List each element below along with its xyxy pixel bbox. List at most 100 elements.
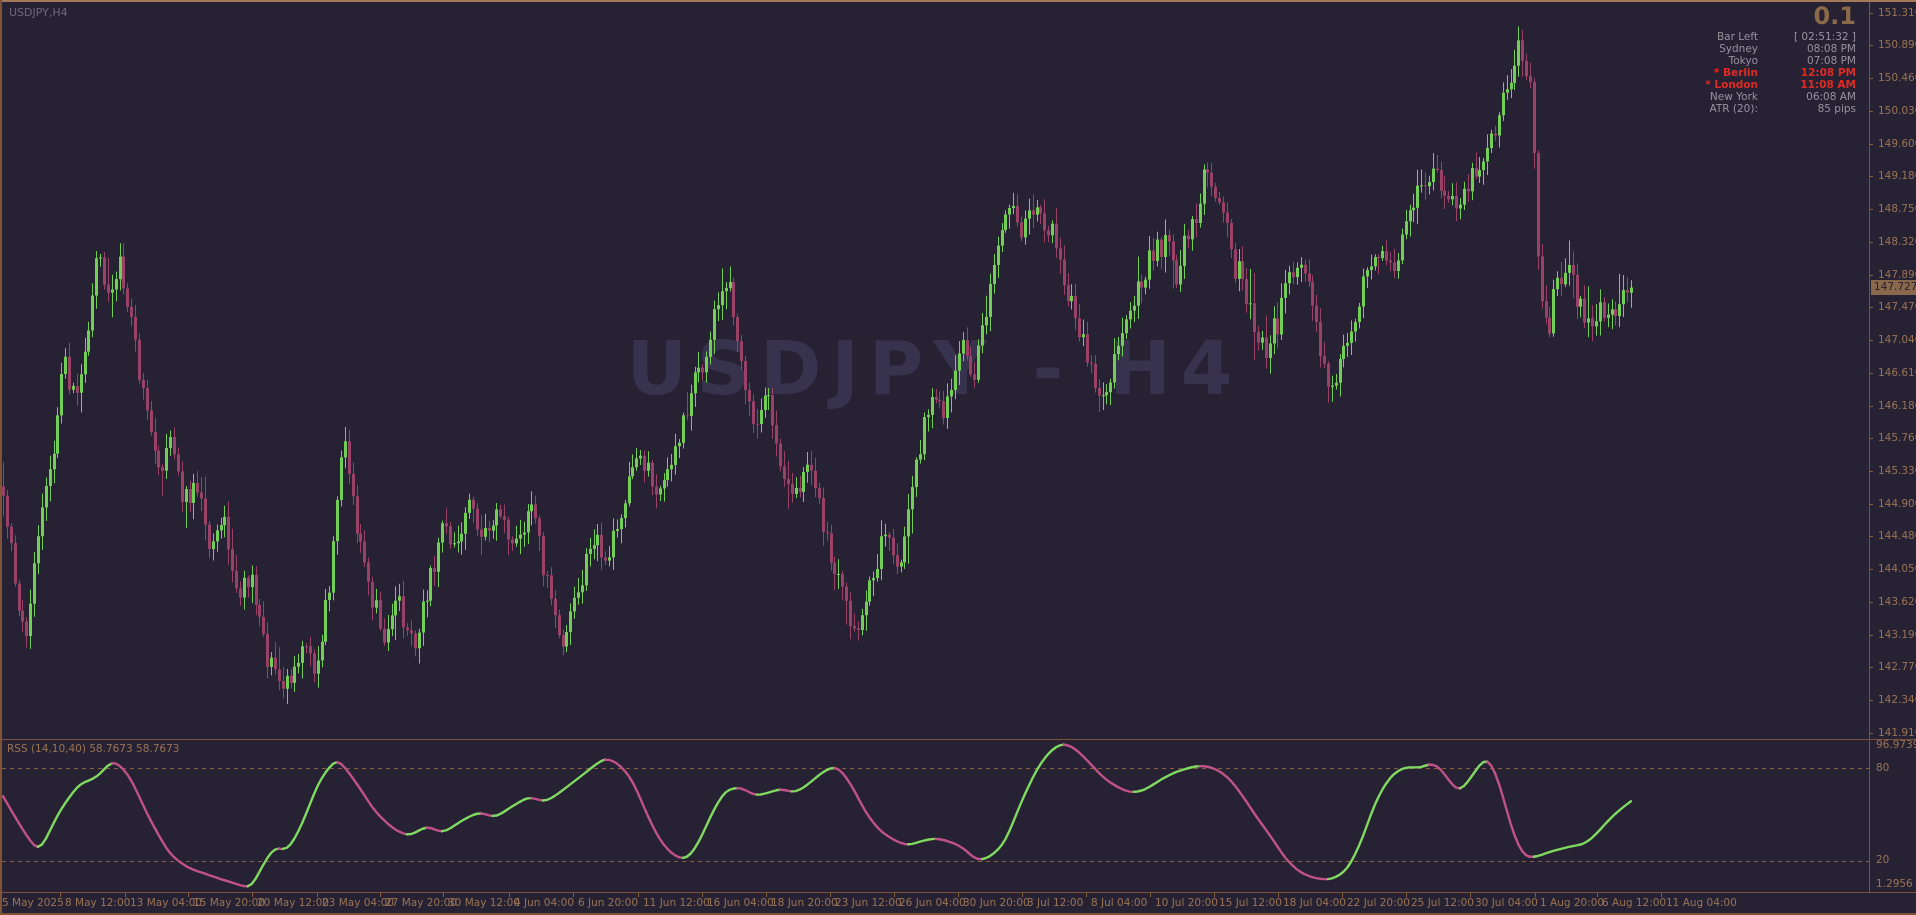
price-axis-label: 147.890 xyxy=(1878,269,1916,282)
clock-row-label: * Berlin xyxy=(1713,67,1758,79)
time-axis-label: 1 Aug 20:00 xyxy=(1540,897,1605,909)
time-axis-line xyxy=(0,892,1916,893)
price-axis-label: 143.190 xyxy=(1878,629,1916,642)
indicator-canvas[interactable] xyxy=(2,741,1869,892)
time-axis-label: 18 Jun 20:00 xyxy=(771,897,838,909)
clock-row-label: Tokyo xyxy=(1728,55,1758,67)
time-tick xyxy=(1214,893,1215,897)
time-axis-label: 18 Jul 04:00 xyxy=(1283,897,1346,909)
price-axis-label: 144.480 xyxy=(1878,530,1916,543)
price-axis-label: 150.030 xyxy=(1878,105,1916,118)
price-axis-label: 146.610 xyxy=(1878,367,1916,380)
clock-row-label: Sydney xyxy=(1719,43,1758,55)
time-axis-label: 15 Jul 12:00 xyxy=(1219,897,1282,909)
price-tick xyxy=(1869,406,1873,407)
clock-row: New York 06:08 AM xyxy=(1705,91,1856,103)
price-axis-label: 148.750 xyxy=(1878,203,1916,216)
price-axis-label: 150.460 xyxy=(1878,72,1916,85)
time-tick xyxy=(638,893,639,897)
price-tick xyxy=(1869,700,1873,702)
price-tick xyxy=(1869,373,1873,375)
time-axis-label: 8 Jul 04:00 xyxy=(1091,897,1148,909)
price-tick xyxy=(1869,471,1873,473)
time-axis-label: 3 Jul 12:00 xyxy=(1027,897,1084,909)
time-axis-label: 23 May 04:00 xyxy=(322,897,395,909)
time-tick xyxy=(1661,893,1662,897)
time-axis-label: 30 Jul 04:00 xyxy=(1475,897,1538,909)
price-tick xyxy=(1869,144,1873,146)
time-tick xyxy=(1150,893,1151,897)
price-axis-label: 149.180 xyxy=(1878,170,1916,183)
time-tick xyxy=(188,893,189,897)
clock-row-value: 06:08 AM xyxy=(1806,91,1856,103)
clock-row: Tokyo 07:08 PM xyxy=(1705,55,1856,67)
price-axis-line xyxy=(1869,0,1870,892)
time-axis-label: 11 Jun 12:00 xyxy=(643,897,710,909)
time-axis-label: 6 Aug 12:00 xyxy=(1602,897,1667,909)
price-axis-label: 141.910 xyxy=(1878,727,1916,740)
time-tick xyxy=(573,893,574,897)
price-tick xyxy=(1869,307,1873,309)
price-axis-label: 145.760 xyxy=(1878,432,1916,445)
time-axis-label: 10 Jul 20:00 xyxy=(1155,897,1218,909)
clock-row: * Berlin 12:08 PM xyxy=(1705,67,1856,79)
price-axis-label: 148.320 xyxy=(1878,236,1916,249)
time-tick xyxy=(380,893,381,897)
time-tick xyxy=(1022,893,1023,897)
price-tick xyxy=(1869,45,1873,47)
price-axis-label: 142.770 xyxy=(1878,661,1916,674)
price-axis-label: 147.040 xyxy=(1878,334,1916,347)
price-tick xyxy=(1869,667,1873,669)
time-axis-label: 30 Jun 20:00 xyxy=(963,897,1030,909)
price-tick xyxy=(1869,569,1873,571)
clock-row: Bar Left [ 02:51:32 ] xyxy=(1705,31,1856,43)
frame-top xyxy=(0,0,1916,2)
price-axis-label: 149.600 xyxy=(1878,138,1916,151)
clock-row: Sydney 08:08 PM xyxy=(1705,43,1856,55)
price-tick xyxy=(1869,13,1873,15)
time-axis[interactable]: 5 May 2025 8 May 12:00 13 May 04:00 15 May … xyxy=(0,893,1916,915)
time-axis-label: 13 May 04:00 xyxy=(130,897,203,909)
time-tick xyxy=(1278,893,1279,897)
symbol-timeframe-label: USDJPY,H4 xyxy=(9,6,68,19)
price-tick xyxy=(1869,602,1873,604)
clock-row-label: New York xyxy=(1709,91,1758,103)
pane-separator[interactable] xyxy=(0,739,1916,740)
clock-row-label: * London xyxy=(1705,79,1758,91)
time-axis-label: 25 Jul 12:00 xyxy=(1411,897,1474,909)
price-axis-label: 146.180 xyxy=(1878,400,1916,412)
frame-bottom xyxy=(0,913,1916,915)
lot-size-value: 0.1 xyxy=(1813,2,1856,30)
time-axis-label: 27 May 20:00 xyxy=(385,897,458,909)
clock-row-value: 07:08 PM xyxy=(1807,55,1856,67)
price-axis-label: 144.900 xyxy=(1878,498,1916,511)
time-axis-label: 16 Jun 04:00 xyxy=(707,897,774,909)
time-tick xyxy=(1406,893,1407,897)
indicator-max-label: 96.9739 xyxy=(1876,739,1916,751)
price-tick xyxy=(1869,733,1873,735)
price-tick xyxy=(1869,176,1873,178)
clock-row-value: [ 02:51:32 ] xyxy=(1793,31,1856,43)
frame-left xyxy=(0,0,2,915)
price-axis[interactable]: 151.310 150.890 150.460 150.030 149.600 149.1… xyxy=(1869,0,1916,892)
time-axis-label: 22 Jul 20:00 xyxy=(1347,897,1410,909)
clock-row-value: 11:08 AM xyxy=(1800,79,1856,91)
time-tick xyxy=(830,893,831,897)
time-tick xyxy=(1342,893,1343,897)
price-tick xyxy=(1869,536,1873,538)
clock-row-value: 12:08 PM xyxy=(1800,67,1856,79)
time-tick xyxy=(1470,893,1471,897)
time-axis-label: 11 Aug 04:00 xyxy=(1666,897,1737,909)
time-axis-label: 30 May 12:00 xyxy=(448,897,521,909)
time-axis-label: 6 Jun 20:00 xyxy=(578,897,639,909)
clock-row-value: 08:08 PM xyxy=(1807,43,1856,55)
price-chart-canvas[interactable] xyxy=(2,2,1869,739)
time-tick xyxy=(894,893,895,897)
price-axis-label: 144.050 xyxy=(1878,563,1916,576)
clock-row: * London 11:08 AM xyxy=(1705,79,1856,91)
indicator-min-label: 1.2956 xyxy=(1876,878,1913,890)
price-tick xyxy=(1869,275,1873,277)
time-tick xyxy=(1535,893,1536,897)
price-axis-label: 143.620 xyxy=(1878,596,1916,609)
time-axis-label: 8 May 12:00 xyxy=(65,897,131,909)
